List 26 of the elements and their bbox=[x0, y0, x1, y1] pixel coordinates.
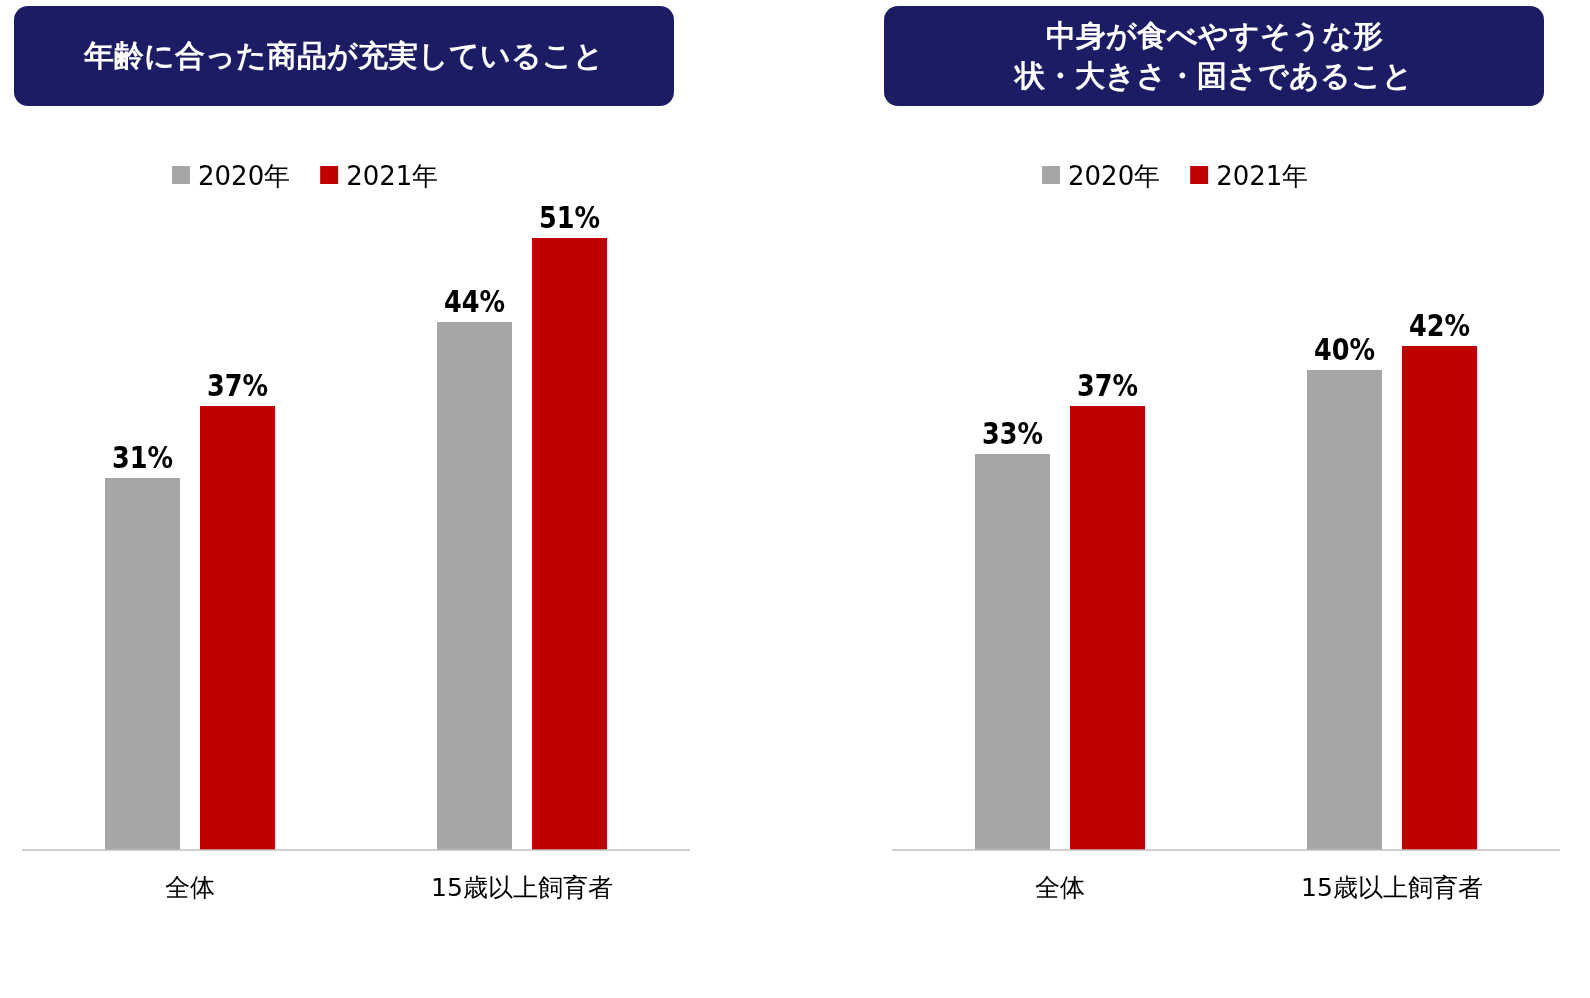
bar bbox=[1307, 370, 1382, 850]
data-label: 33% bbox=[982, 415, 1043, 452]
bar bbox=[437, 322, 512, 850]
data-label: 40% bbox=[1314, 331, 1375, 368]
data-label: 37% bbox=[1077, 367, 1138, 404]
data-label: 42% bbox=[1409, 307, 1470, 344]
legend-label: 2021年 bbox=[346, 161, 439, 191]
x-tick-label: 15歳以上飼育者 bbox=[431, 873, 613, 902]
bar bbox=[105, 478, 180, 850]
bar bbox=[975, 454, 1050, 850]
bar bbox=[532, 238, 607, 850]
x-tick-label: 全体 bbox=[165, 873, 215, 902]
chart-title: 中身が食べやすそうな形状・大きさ・固さであること bbox=[1013, 18, 1413, 93]
bar bbox=[200, 406, 275, 850]
data-label: 51% bbox=[539, 199, 600, 236]
legend-label: 2021年 bbox=[1216, 161, 1309, 191]
legend-label: 2020年 bbox=[1068, 161, 1161, 191]
bar bbox=[1070, 406, 1145, 850]
data-label: 44% bbox=[444, 283, 505, 320]
chart-title: 年齢に合った商品が充実していること bbox=[83, 38, 604, 73]
x-tick-label: 全体 bbox=[1035, 873, 1085, 902]
x-tick-label: 15歳以上飼育者 bbox=[1301, 873, 1483, 902]
legend-label: 2020年 bbox=[198, 161, 291, 191]
data-label: 31% bbox=[112, 439, 173, 476]
bar bbox=[1402, 346, 1477, 850]
data-label: 37% bbox=[207, 367, 268, 404]
